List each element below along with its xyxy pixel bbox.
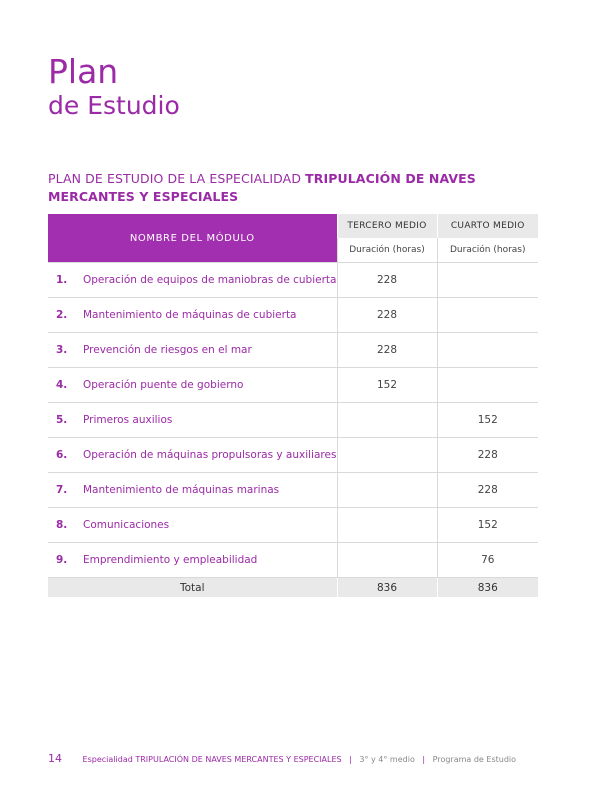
footer-especialidad-label: Especialidad [82,755,133,764]
page-subtitle: de Estudio [48,91,180,120]
page-number: 14 [48,752,62,765]
hours-cuarto: 228 [436,437,538,473]
hours-cuarto [436,262,538,298]
column-header-cuarto: CUARTO MEDIO [436,214,538,238]
module-number: 7. [56,484,68,496]
table-row: 4. Operación puente de gobierno 152 [48,367,538,403]
hours-tercero [336,437,437,473]
page-footer: 14 Especialidad TRIPULACIÓN DE NAVES MER… [48,752,568,765]
module-number: 3. [56,344,68,356]
footer-program: Programa de Estudio [432,755,517,764]
duration-header-tercero: Duración (horas) [336,238,437,263]
total-row: Total 836 836 [48,577,538,597]
table-row: 1. Operación de equipos de maniobras de c… [48,262,538,298]
section-heading: PLAN DE ESTUDIO DE LA ESPECIALIDAD TRIPU… [48,170,518,206]
module-number: 9. [56,554,68,566]
footer-level: 3° y 4° medio [359,755,415,764]
footer-separator: | [422,755,426,764]
table-row: 7. Mantenimiento de máquinas marinas 228 [48,472,538,508]
hours-cuarto: 152 [436,402,538,438]
module-name: Operación de máquinas propulsoras y auxi… [83,449,337,461]
module-name: Emprendimiento y empleabilidad [83,554,258,566]
module-name: Operación puente de gobierno [83,379,244,391]
module-name: Operación de equipos de maniobras de cub… [83,274,337,286]
module-number: 4. [56,379,68,391]
module-number: 8. [56,519,68,531]
total-label: Total [48,577,337,597]
module-name: Mantenimiento de máquinas marinas [83,484,280,496]
table-row: 5. Primeros auxilios 152 [48,402,538,438]
hours-tercero: 228 [336,297,437,333]
hours-cuarto [436,297,538,333]
module-number: 2. [56,309,68,321]
hours-tercero [336,472,437,508]
footer-especialidad-name: TRIPULACIÓN DE NAVES MERCANTES Y ESPECIA… [135,755,342,764]
module-name: Prevención de riesgos en el mar [83,344,252,356]
total-tercero: 836 [336,577,437,597]
study-plan-table: NOMBRE DEL MÓDULO TERCERO MEDIO CUARTO M… [48,214,538,597]
column-header-tercero: TERCERO MEDIO [336,214,437,238]
footer-separator: | [349,755,352,764]
table-row: 8. Comunicaciones 152 [48,507,538,543]
hours-cuarto: 228 [436,472,538,508]
module-number: 5. [56,414,68,426]
hours-tercero [336,542,437,578]
module-name: Primeros auxilios [83,414,173,426]
section-heading-specialty: TRIPULACIÓN DE NAVES MERCANTES Y ESPECIA… [48,171,476,204]
hours-tercero [336,402,437,438]
column-header-module: NOMBRE DEL MÓDULO [48,214,337,263]
table-row: 2. Mantenimiento de máquinas de cubierta … [48,297,538,333]
module-name: Mantenimiento de máquinas de cubierta [83,309,297,321]
section-heading-prefix: PLAN DE ESTUDIO DE LA ESPECIALIDAD [48,171,302,186]
hours-tercero [336,507,437,543]
hours-cuarto [436,332,538,368]
table-row: 9. Emprendimiento y empleabilidad 76 [48,542,538,578]
hours-tercero: 228 [336,332,437,368]
hours-tercero: 228 [336,262,437,298]
hours-cuarto: 152 [436,507,538,543]
module-name: Comunicaciones [83,519,170,531]
table-row: 3. Prevención de riesgos en el mar 228 [48,332,538,368]
table-row: 6. Operación de máquinas propulsoras y au… [48,437,538,473]
hours-cuarto: 76 [436,542,538,578]
hours-cuarto [436,367,538,403]
duration-header-cuarto: Duración (horas) [436,238,538,263]
total-cuarto: 836 [436,577,538,597]
hours-tercero: 152 [336,367,437,403]
page-title: Plan [48,52,119,91]
module-number: 6. [56,449,68,461]
module-number: 1. [56,274,68,286]
